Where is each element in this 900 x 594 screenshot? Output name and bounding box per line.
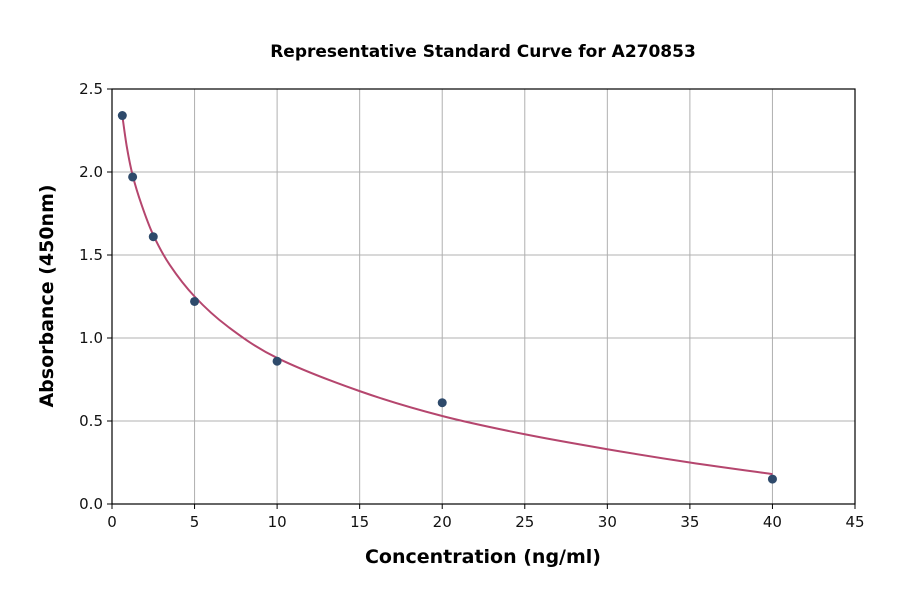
x-tick-label: 15	[350, 513, 369, 531]
data-point	[148, 232, 158, 242]
data-point	[272, 356, 282, 366]
x-tick-label: 35	[680, 513, 699, 531]
y-axis-label: Absorbance (450nm)	[36, 184, 58, 407]
chart-title: Representative Standard Curve for A27085…	[270, 42, 696, 62]
x-tick-label: 20	[433, 513, 452, 531]
y-tick-label: 0.0	[79, 495, 103, 513]
data-point	[128, 172, 138, 182]
data-point	[190, 296, 200, 306]
data-point	[117, 111, 127, 121]
x-tick-label: 30	[598, 513, 617, 531]
x-axis-label: Concentration (ng/ml)	[365, 546, 601, 568]
x-axis-ticks: 0 5 10 15 20 25 30 35 40 45	[107, 504, 865, 531]
plot-frame	[111, 88, 856, 505]
data-point	[767, 474, 777, 484]
data-points	[117, 111, 777, 484]
grid-lines	[111, 88, 856, 505]
x-tick-label: 25	[515, 513, 534, 531]
x-tick-label: 10	[268, 513, 287, 531]
y-tick-label: 2.5	[79, 80, 103, 98]
y-tick-label: 1.0	[79, 329, 103, 347]
data-point	[437, 398, 447, 408]
x-tick-label: 5	[190, 513, 200, 531]
fit-curve	[121, 115, 773, 476]
x-tick-label: 40	[763, 513, 782, 531]
y-tick-label: 0.5	[79, 412, 103, 430]
x-tick-label: 45	[845, 513, 864, 531]
y-tick-label: 1.5	[79, 246, 103, 264]
y-axis-ticks: 0.0 0.5 1.0 1.5 2.0 2.5	[79, 80, 112, 513]
x-tick-label: 0	[107, 513, 117, 531]
y-tick-label: 2.0	[79, 163, 103, 181]
